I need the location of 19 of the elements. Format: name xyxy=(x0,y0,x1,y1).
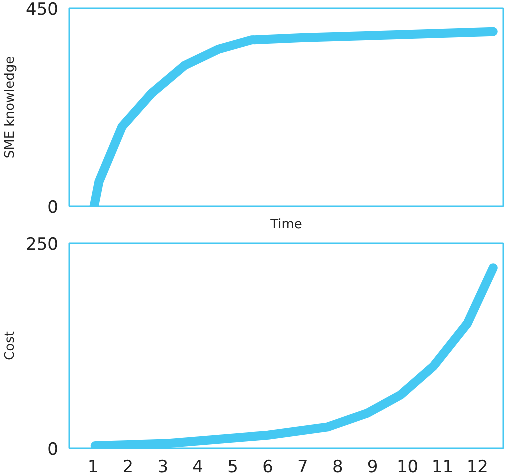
x-tick-label: 4 xyxy=(192,458,204,475)
y-axis-title: SME knowledge xyxy=(3,56,18,159)
x-tick-label: 7 xyxy=(298,458,308,475)
x-tick-label: 3 xyxy=(158,458,169,475)
y-tick-label: 250 xyxy=(26,235,59,255)
y-tick-label: 450 xyxy=(26,0,59,20)
x-axis-title: Time xyxy=(270,218,302,232)
x-tick-label: 1 xyxy=(88,458,99,475)
x-tick-label: 5 xyxy=(228,458,238,475)
x-tick-label: 8 xyxy=(332,458,344,475)
x-tick-label: 10 xyxy=(396,458,419,475)
x-tick-label: 11 xyxy=(432,458,454,475)
x-tick-label: 9 xyxy=(367,458,378,475)
y-axis-title: Cost xyxy=(3,332,18,360)
x-tick-label: 12 xyxy=(466,458,488,475)
x-tick-label: 2 xyxy=(122,458,134,475)
x-tick-label: 6 xyxy=(262,458,274,475)
y-tick-label: 0 xyxy=(48,198,59,218)
y-tick-label: 0 xyxy=(48,440,59,460)
